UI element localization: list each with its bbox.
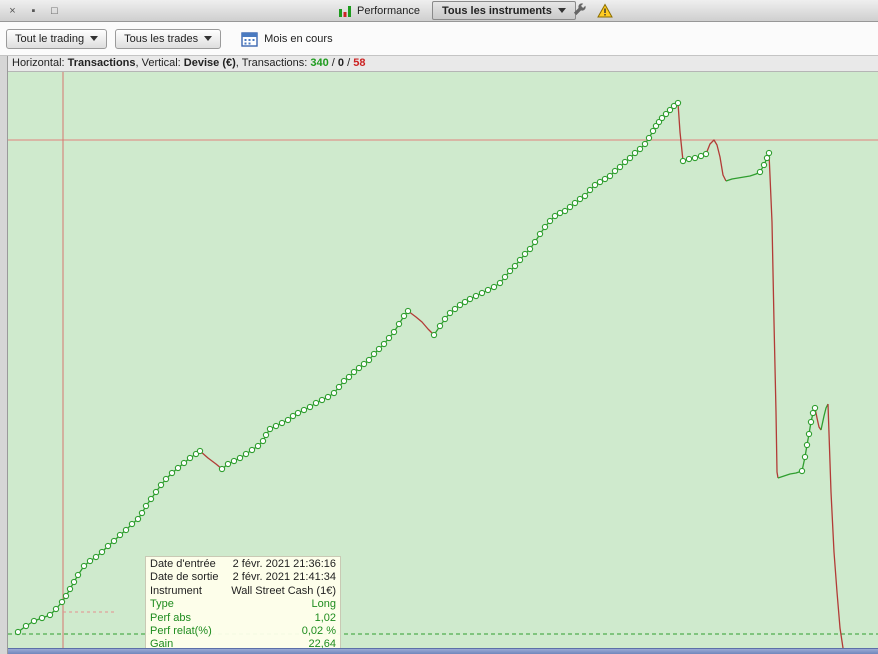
performance-tab: Performance (338, 0, 420, 21)
tooltip-value: 1,02 (314, 611, 336, 624)
warning-triangle-icon[interactable] (597, 3, 613, 19)
close-button[interactable]: × (9, 4, 16, 17)
tooltip-label: Type (150, 598, 174, 611)
separator: / (344, 57, 354, 69)
window-controls: × ▪ □ (5, 0, 62, 21)
trades-filter-dropdown[interactable]: Tous les trades (115, 28, 222, 49)
period-selector[interactable]: Mois en cours (241, 31, 333, 47)
tooltip-value: 2 févr. 2021 21:36:16 (232, 558, 336, 570)
tooltip-row: Date d'entrée 2 févr. 2021 21:36:16 (150, 558, 336, 571)
vertical-axis-value: Devise (€) (183, 57, 236, 69)
separator: / (328, 57, 338, 69)
chevron-down-icon (204, 36, 213, 41)
title-bar: × ▪ □ Performance Tous les instruments (0, 0, 878, 22)
main-area: Horizontal: Transactions, Vertical: Devi… (0, 56, 878, 654)
tooltip-row: Gain 22,64 (150, 638, 336, 648)
trade-tooltip: Date d'entrée 2 févr. 2021 21:36:16 Date … (145, 556, 341, 648)
period-label: Mois en cours (264, 32, 333, 45)
tooltip-row: Date de sortie 2 févr. 2021 21:41:34 (150, 571, 336, 584)
tooltip-row: Perf relat(%) 0,02 % (150, 625, 336, 638)
tooltip-row: Type Long (150, 598, 336, 611)
transactions-label: , Transactions: (235, 57, 311, 69)
tooltip-label: Gain (150, 638, 174, 648)
horizontal-scrollbar[interactable] (8, 648, 878, 654)
tooltip-label: Date de sortie (150, 571, 219, 584)
transactions-neutral-count: 0 (337, 57, 345, 69)
tooltip-label: Instrument (150, 584, 202, 597)
mini-bar-chart-icon (339, 5, 351, 17)
transactions-loss-count: 58 (353, 57, 366, 69)
transactions-win-count: 340 (310, 57, 329, 69)
horizontal-axis-value: Transactions (67, 57, 136, 69)
panel-resize-handle[interactable] (0, 56, 8, 654)
tooltip-row: Instrument Wall Street Cash (1€) (150, 585, 336, 598)
equity-chart-area[interactable]: Date d'entrée 2 févr. 2021 21:36:16 Date … (8, 72, 878, 648)
wrench-icon[interactable] (572, 3, 588, 19)
tooltip-value: Wall Street Cash (1€) (231, 584, 336, 597)
horizontal-axis-label: Horizontal: (12, 57, 68, 69)
vertical-axis-label: , Vertical: (135, 57, 184, 69)
tooltip-value: 2 févr. 2021 21:41:34 (232, 571, 336, 584)
trades-filter-label: Tous les trades (124, 32, 199, 45)
trading-scope-label: Tout le trading (15, 32, 85, 45)
minimize-button[interactable]: ▪ (31, 4, 36, 17)
tooltip-label: Perf abs (150, 611, 191, 624)
tooltip-value: 0,02 % (301, 625, 336, 638)
tooltip-label: Perf relat(%) (150, 625, 212, 638)
filter-toolbar: Tout le trading Tous les trades Mois en … (0, 22, 878, 56)
axes-info-bar: Horizontal: Transactions, Vertical: Devi… (8, 56, 878, 72)
maximize-button[interactable]: □ (51, 4, 58, 17)
chart-column: Horizontal: Transactions, Vertical: Devi… (8, 56, 878, 654)
tooltip-row: Perf abs 1,02 (150, 612, 336, 625)
tooltip-value: Long (311, 598, 336, 611)
chevron-down-icon (557, 8, 566, 13)
tooltip-value: 22,64 (308, 638, 336, 648)
calendar-icon (241, 31, 258, 47)
trading-scope-dropdown[interactable]: Tout le trading (6, 28, 108, 49)
performance-label: Performance (357, 4, 420, 17)
instruments-dropdown[interactable]: Tous les instruments (432, 1, 576, 20)
equity-curve-svg (8, 72, 878, 648)
tooltip-label: Date d'entrée (150, 558, 216, 570)
instruments-dropdown-label: Tous les instruments (442, 4, 552, 17)
chevron-down-icon (90, 36, 99, 41)
